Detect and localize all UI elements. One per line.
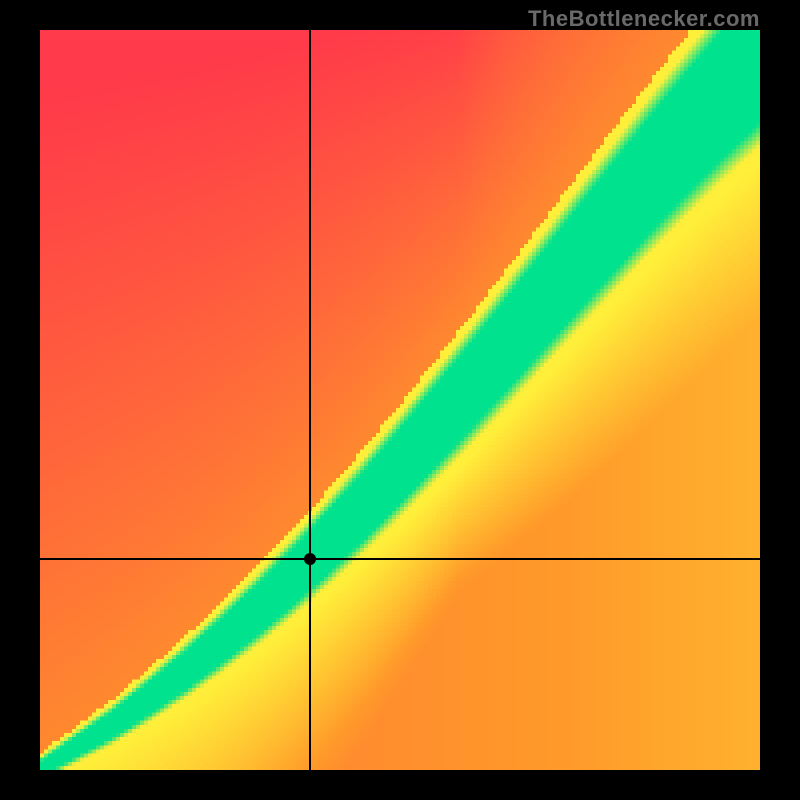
- watermark-text: TheBottlenecker.com: [528, 6, 760, 32]
- heatmap-canvas: [40, 30, 760, 770]
- crosshair-vertical: [309, 30, 310, 770]
- bottleneck-heatmap: [40, 30, 760, 770]
- selection-marker: [304, 553, 316, 565]
- crosshair-horizontal: [40, 558, 760, 559]
